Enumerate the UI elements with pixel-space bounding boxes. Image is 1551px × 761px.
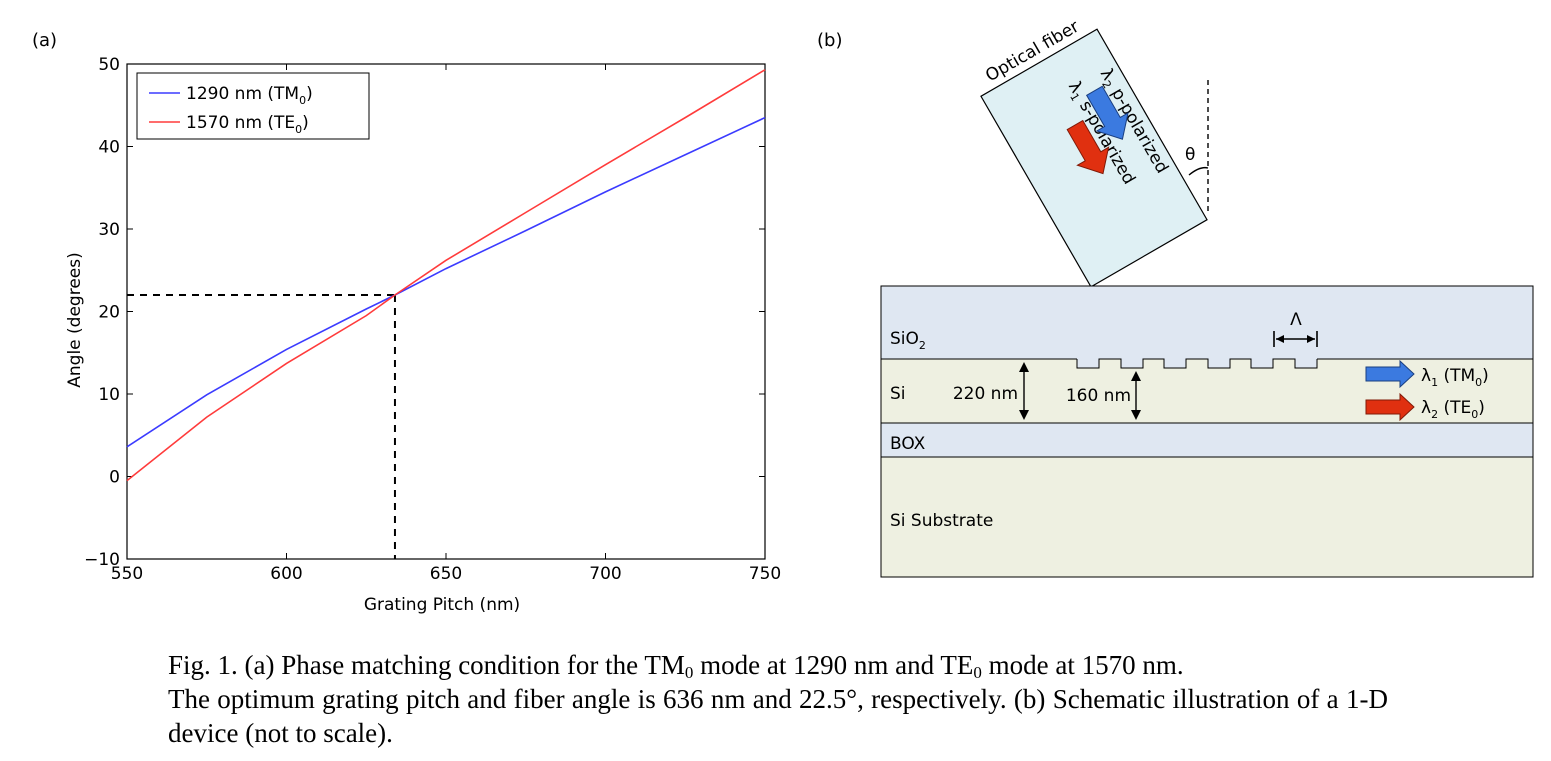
si-substrate-layer: [880, 456, 1534, 578]
y-axis-label: Angle (degrees): [65, 252, 85, 387]
sio2-cladding-layer: [880, 285, 1534, 360]
y-tick-label: 0: [109, 468, 120, 488]
y-tick-label: 20: [98, 303, 120, 323]
optical-fiber: Optical fiber λ1 s-polarized λ2 p-polari…: [980, 17, 1208, 288]
y-tick-label: 50: [98, 55, 120, 75]
si-label: Si: [890, 384, 906, 404]
te-output-label: λ2 (TE0): [1421, 398, 1485, 421]
series-line-1290nm: [126, 116, 766, 448]
substrate-label: Si Substrate: [890, 511, 993, 531]
legend-entry-1570: 1570 nm (TE0): [186, 113, 309, 136]
tm-output-label: λ1 (TM0): [1421, 366, 1489, 389]
chart-legend: 1290 nm (TM0) 1570 nm (TE0): [136, 72, 370, 140]
figure-caption: Fig. 1. (a) Phase matching condition for…: [168, 648, 1388, 750]
panel-a-chart: (a) 550 600 650 700 750 −10 0 10 20 30 40 50 Gratin…: [32, 30, 781, 615]
si-device-layer: [880, 358, 1534, 424]
blue-polarization-arrow: [1085, 85, 1129, 140]
period-label: Λ: [1290, 310, 1302, 330]
y-tick-label: −10: [84, 550, 120, 570]
te-output-arrow: [1365, 392, 1415, 422]
red-polarization-arrow: [1066, 119, 1110, 175]
x-axis-label: Grating Pitch (nm): [364, 595, 520, 615]
sio2-label: SiO2: [890, 329, 926, 352]
axis-ticks: 550 600 650 700 750 −10 0 10 20 30 40 50: [84, 55, 781, 584]
thickness-220-label: 220 nm: [953, 384, 1018, 404]
tm-output-arrow: [1365, 359, 1415, 389]
box-layer: [880, 422, 1534, 458]
guide-lines: [127, 294, 396, 559]
x-tick-label: 700: [589, 564, 621, 584]
series-line-1570nm: [126, 69, 766, 482]
y-tick-label: 30: [98, 220, 120, 240]
thickness-220-marker: 220 nm: [953, 362, 1029, 420]
panel-b-schematic: (b) Optical fiber λ1 s-polarized λ2 p-po…: [817, 17, 1534, 578]
panel-a-label: (a): [32, 30, 57, 51]
theta-label: θ: [1185, 145, 1195, 165]
grating-trenches: [1076, 358, 1318, 369]
legend-box: [136, 72, 370, 140]
x-tick-label: 550: [111, 564, 143, 584]
series-lines: [126, 69, 766, 482]
caption-line-2: The optimum grating pitch and fiber angl…: [168, 684, 1388, 748]
x-tick-label: 750: [749, 564, 781, 584]
box-label: BOX: [890, 434, 926, 454]
thickness-160-label: 160 nm: [1066, 386, 1131, 406]
y-tick-label: 10: [98, 385, 120, 405]
thickness-160-marker: 160 nm: [1066, 371, 1141, 420]
y-tick-label: 40: [98, 138, 120, 158]
x-tick-label: 650: [430, 564, 462, 584]
angle-arc: [1188, 166, 1209, 176]
caption-line-1: Fig. 1. (a) Phase matching condition for…: [168, 650, 1184, 682]
x-tick-label: 600: [270, 564, 302, 584]
grating-period-marker: Λ: [1273, 310, 1318, 347]
legend-entry-1290: 1290 nm (TM0): [186, 84, 313, 107]
panel-b-label: (b): [817, 30, 842, 51]
